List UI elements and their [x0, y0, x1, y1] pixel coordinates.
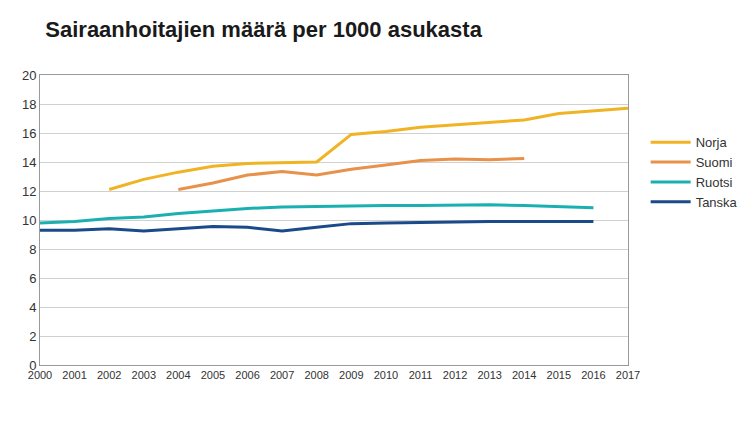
svg-text:2016: 2016 — [581, 369, 605, 381]
svg-text:2: 2 — [29, 329, 36, 344]
svg-text:2005: 2005 — [201, 369, 225, 381]
svg-text:2008: 2008 — [304, 369, 328, 381]
svg-text:4: 4 — [29, 300, 36, 315]
svg-text:16: 16 — [22, 126, 36, 141]
svg-text:2009: 2009 — [339, 369, 363, 381]
svg-text:2015: 2015 — [547, 369, 571, 381]
svg-text:20: 20 — [22, 68, 36, 83]
svg-text:2004: 2004 — [166, 369, 190, 381]
svg-text:2011: 2011 — [409, 369, 433, 381]
svg-text:14: 14 — [22, 155, 36, 170]
svg-text:18: 18 — [22, 97, 36, 112]
svg-text:8: 8 — [29, 242, 36, 257]
svg-text:2017: 2017 — [616, 369, 640, 381]
svg-text:Ruotsi: Ruotsi — [696, 175, 733, 190]
svg-text:6: 6 — [29, 271, 36, 286]
svg-text:2002: 2002 — [97, 369, 121, 381]
svg-text:2007: 2007 — [270, 369, 294, 381]
svg-text:2003: 2003 — [132, 369, 156, 381]
svg-text:2012: 2012 — [443, 369, 467, 381]
svg-text:Tanska: Tanska — [696, 195, 738, 210]
svg-text:2013: 2013 — [477, 369, 501, 381]
svg-text:Suomi: Suomi — [696, 155, 733, 170]
svg-text:Sairaanhoitajien määrä per 100: Sairaanhoitajien määrä per 1000 asukasta — [45, 17, 482, 42]
svg-text:2010: 2010 — [374, 369, 398, 381]
svg-text:12: 12 — [22, 184, 36, 199]
svg-text:2000: 2000 — [28, 369, 52, 381]
svg-text:Norja: Norja — [696, 135, 728, 150]
svg-text:2014: 2014 — [512, 369, 536, 381]
svg-text:10: 10 — [22, 213, 36, 228]
svg-text:0: 0 — [29, 358, 36, 373]
svg-text:2001: 2001 — [62, 369, 86, 381]
svg-text:2006: 2006 — [235, 369, 259, 381]
